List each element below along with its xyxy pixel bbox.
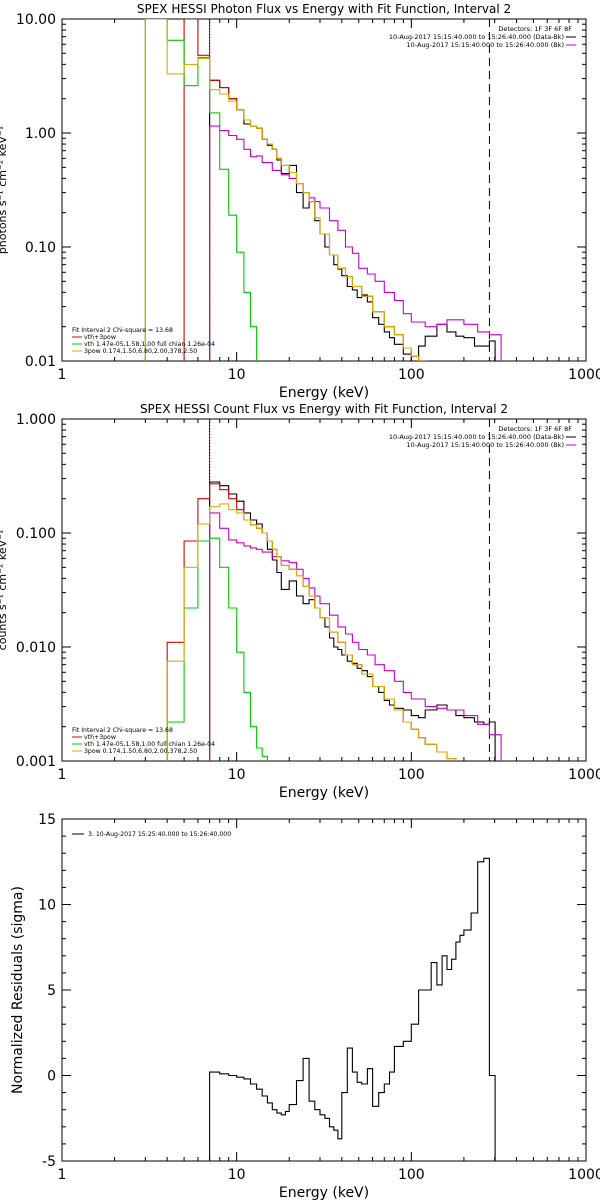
y-tick-label: -5	[42, 1154, 56, 1170]
y-tick-label: 0.100	[16, 526, 56, 542]
legend-entry: Fit Interval 2 Chi-square = 13.68	[72, 327, 173, 334]
legend-bottom-left: Fit Interval 2 Chi-square = 13.68vth+3po…	[72, 327, 215, 355]
y-axis: 0.01 0.10 1.00 10.00 photons s⁻¹ cm⁻² keV⁻¹	[0, 12, 586, 370]
legend-entry: Fit Interval 2 Chi-square = 13.68	[72, 727, 173, 734]
x-axis-label: Energy (keV)	[279, 1185, 369, 1200]
chart-panel-3: 1 10 100 1000 Energy (keV) -5 0 5 10 15 Normalized…	[10, 812, 600, 1201]
y-tick-label: 10.00	[16, 12, 56, 28]
legend-bottom-left: Fit Interval 2 Chi-square = 13.68vth+3po…	[72, 727, 215, 755]
x-tick-label: 1000	[568, 1167, 600, 1183]
y-tick-label: 0.010	[16, 640, 56, 656]
legend-entry: 3. 10-Aug-2017 15:25:40.000 to 15:26:40.…	[88, 831, 231, 838]
chart-title: SPEX HESSI Count Flux vs Energy with Fit…	[140, 402, 508, 416]
chart-title: SPEX HESSI Photon Flux vs Energy with Fi…	[137, 2, 511, 16]
series-line-bk	[209, 125, 502, 361]
legend-entry: 10-Aug-2017 15:15:40.000 to 15:26:40.000…	[389, 33, 564, 41]
y-tick-label: 0.10	[25, 240, 56, 256]
series-line-vth	[144, 19, 258, 361]
chart-panel-1: SPEX HESSI Photon Flux vs Energy with Fi…	[0, 2, 600, 401]
y-axis: -5 0 5 10 15 Normalized Residuals (sigma)	[10, 812, 586, 1170]
plot-frame	[61, 18, 587, 362]
y-tick-label: 1.000	[16, 412, 56, 428]
series-line-3pow	[166, 503, 457, 761]
series-group	[166, 481, 502, 761]
chart-panel-2: SPEX HESSI Count Flux vs Energy with Fit…	[0, 402, 600, 801]
x-tick-label: 1	[58, 1167, 67, 1183]
series-line-3pow	[144, 19, 420, 361]
legend-entry: 10-Aug-2017 15:15:40.000 to 15:26:40.000…	[407, 441, 564, 449]
legend-entry: vth 1.47e-05,1.58,1.00 full chian 1.26e-…	[84, 341, 215, 348]
y-axis-label: counts s⁻¹ cm⁻² keV⁻¹	[0, 530, 9, 651]
x-axis: 1 10 100 1000 Energy (keV)	[58, 819, 600, 1201]
series-group	[144, 19, 502, 361]
x-tick-label: 100	[398, 367, 425, 383]
series-group	[209, 857, 496, 1161]
y-tick-label: 10	[38, 898, 56, 914]
legend-entry: vth+3pow	[84, 334, 116, 341]
legend-entry: vth 1.47e-05,1.58,1.00 full chian 1.26e-…	[84, 741, 215, 748]
y-tick-label: 0.001	[16, 754, 56, 770]
legend-entry: 10-Aug-2017 15:15:40.000 to 15:26:40.000…	[407, 41, 564, 49]
plot-frame	[61, 418, 587, 762]
y-tick-label: 0.01	[25, 354, 56, 370]
legend-entry: Detectors: 1F 3F 6F 8F	[498, 25, 572, 33]
y-tick-label: 0	[47, 1069, 56, 1085]
y-tick-label: 15	[38, 812, 56, 828]
y-axis-label: Normalized Residuals (sigma)	[10, 886, 26, 1094]
legend-entry: 3pow 0.174,1.50,6.80,2.00,378,2.50	[84, 348, 197, 355]
x-axis-label: Energy (keV)	[279, 385, 369, 401]
legend-top-left: 3. 10-Aug-2017 15:25:40.000 to 15:26:40.…	[72, 831, 231, 838]
x-tick-label: 10	[228, 367, 246, 383]
x-tick-label: 1000	[568, 367, 600, 383]
x-tick-label: 10	[228, 767, 246, 783]
x-tick-label: 1000	[568, 767, 600, 783]
y-tick-label: 1.00	[25, 126, 56, 142]
legend-entry: 3pow 0.174,1.50,6.80,2.00,378,2.50	[84, 748, 197, 755]
x-tick-label: 100	[398, 767, 425, 783]
series-line-3-10-aug-2017-15-25-40-000-to-15-26-40-000	[209, 857, 496, 1161]
x-tick-label: 100	[398, 1167, 425, 1183]
legend-entry: Detectors: 1F 3F 6F 8F	[498, 425, 572, 433]
series-line-vth	[166, 537, 268, 761]
y-tick-label: 5	[47, 983, 56, 999]
y-axis: 0.001 0.010 0.100 1.000 counts s⁻¹ cm⁻² keV⁻…	[0, 412, 586, 770]
x-tick-label: 1	[58, 767, 67, 783]
y-axis-label: photons s⁻¹ cm⁻² keV⁻¹	[0, 126, 9, 254]
x-tick-label: 1	[58, 367, 67, 383]
x-axis-label: Energy (keV)	[279, 785, 369, 801]
x-tick-label: 10	[228, 1167, 246, 1183]
legend-entry: vth+3pow	[84, 734, 116, 741]
series-line-bk	[209, 512, 502, 761]
legend-entry: 10-Aug-2017 15:15:40.000 to 15:26:40.000…	[389, 433, 564, 441]
